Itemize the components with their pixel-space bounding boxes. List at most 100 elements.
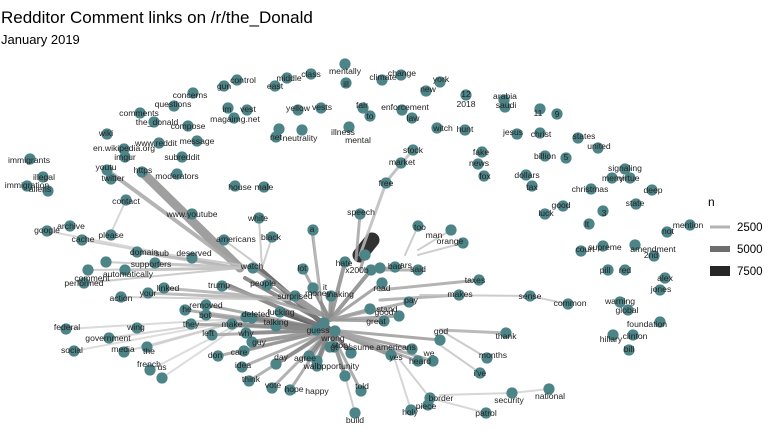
node-27: [551, 108, 563, 120]
node-label-lot: lot: [297, 263, 307, 273]
node-61: [258, 181, 270, 193]
labels-layer: control middle class mentally ill climatechan…: [5, 66, 704, 425]
node-label-subreddit: subreddit: [164, 152, 200, 162]
node-17: [292, 104, 304, 116]
node-label-enforcement: enforcement: [381, 102, 429, 112]
node-label-fake: fake: [473, 147, 489, 157]
node-95: [100, 256, 112, 268]
node-7: [187, 87, 199, 99]
node-117: [297, 263, 309, 275]
node-166: [303, 350, 315, 362]
node-98: [445, 224, 457, 236]
node-label-read: read: [373, 283, 390, 293]
node-label-idea: idea: [235, 360, 251, 370]
node-62: [520, 169, 532, 181]
node-2: [305, 68, 317, 80]
node-label-cache: cache: [72, 234, 95, 244]
node-label-climate: climate: [369, 72, 396, 82]
node-label-sense: sense: [519, 291, 542, 301]
node-label-makes: makes: [447, 289, 472, 299]
node-label-middle: middle: [276, 73, 302, 83]
node-label-vote: vote: [265, 380, 281, 390]
edge-88: [105, 261, 241, 269]
node-16: [241, 104, 253, 116]
node-label-stand: stand: [376, 304, 397, 314]
node-label-lt: lt: [585, 219, 590, 229]
node-141: [246, 312, 258, 324]
node-label-hillary: hillary: [600, 334, 623, 344]
node-112: [339, 256, 351, 268]
node-88: [684, 219, 696, 231]
node-label-hate: hate: [336, 258, 353, 268]
node-label-the_donald: the_donald: [136, 117, 179, 127]
node-label-making: making: [326, 289, 354, 299]
node-label-the: the: [143, 346, 155, 356]
edge-90: [312, 229, 321, 301]
node-label-pay: pay: [404, 295, 419, 305]
node-label-story: story: [332, 340, 351, 350]
node-label-new: new: [420, 84, 437, 94]
node-label-months: months: [479, 350, 507, 360]
node-168: [481, 352, 493, 364]
node-8: [218, 80, 230, 92]
node-145: [240, 327, 252, 339]
node-label-aliens: aliens: [29, 184, 51, 194]
edge-57: [394, 359, 412, 411]
node-3: [339, 58, 351, 70]
node-50: [24, 153, 36, 165]
node-35: [511, 128, 523, 140]
node-107: [119, 264, 131, 276]
node-31: [296, 124, 308, 136]
node-label-orange: orange: [437, 236, 464, 246]
node-label-guy: guy: [252, 337, 267, 347]
node-57: [619, 163, 631, 175]
edge-83: [258, 217, 263, 269]
edge-81: [220, 284, 322, 317]
node-label-merry: merry: [602, 173, 625, 183]
node-64: [624, 172, 636, 184]
node-74: [557, 200, 569, 212]
node-label-bill: bill: [624, 344, 635, 354]
node-72: [630, 198, 642, 210]
node-label-assume: assume: [344, 342, 374, 352]
node-label-christmas: christmas: [572, 184, 609, 194]
node-171: [236, 361, 248, 373]
node-137: [200, 309, 212, 321]
node-97: [149, 257, 161, 269]
node-label-im: im: [222, 104, 231, 114]
node-label-great: great: [366, 316, 386, 326]
node-label-billion: billion: [534, 151, 556, 161]
node-15: [222, 102, 234, 114]
node-82: [76, 234, 88, 246]
edge-53: [438, 328, 508, 335]
node-label-we: we: [423, 348, 435, 358]
edge-56: [399, 359, 431, 399]
node-116: [261, 279, 273, 291]
node-181: [266, 382, 278, 394]
node-label-deep: deep: [643, 185, 662, 195]
node-47: [476, 146, 488, 158]
node-label-holy: holy: [402, 407, 418, 417]
node-label-hunt: hunt: [457, 124, 474, 134]
node-100: [359, 249, 371, 261]
node-label-god: god: [434, 326, 449, 336]
node-label-x200b: x200b: [345, 265, 369, 275]
node-label-house: house: [228, 182, 252, 192]
node-label-twitter: twitter: [102, 173, 125, 183]
node-label-people: people: [250, 278, 276, 288]
node-136: [60, 323, 72, 335]
node-label-comment: comment: [74, 273, 110, 283]
node-label-border: border: [429, 393, 454, 403]
node-36: [534, 127, 546, 139]
node-90: [629, 239, 641, 251]
node-77: [539, 208, 551, 220]
node-109: [473, 274, 485, 286]
node-103: [412, 264, 424, 276]
node-label-wrong: wrong: [320, 333, 345, 343]
edge-70: [328, 260, 347, 322]
node-151: [607, 329, 619, 341]
node-41: [191, 135, 203, 147]
node-172: [270, 358, 282, 370]
node-label-taxes: taxes: [465, 275, 486, 285]
node-28: [148, 116, 160, 128]
